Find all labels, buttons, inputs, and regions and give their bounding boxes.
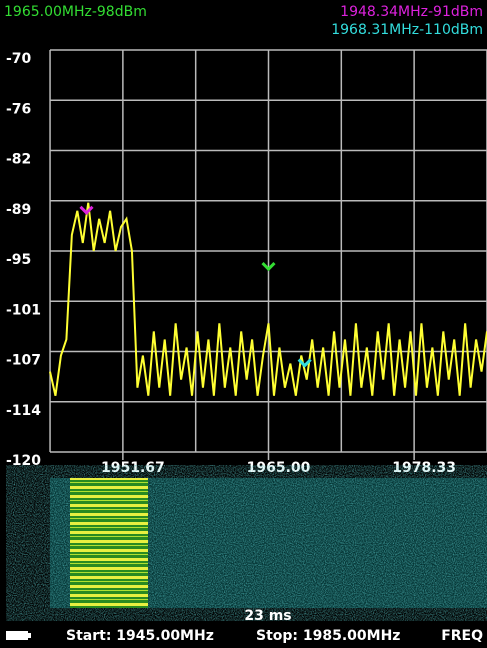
x-tick-label: 1951.67 [101,460,165,476]
stop-freq: Stop: 1985.00MHz [256,628,400,644]
x-tick-label: 1978.33 [392,460,456,476]
trace [49,202,487,396]
y-tick-label: -101 [6,302,41,318]
marker-readout: 1948.34MHz-91dBm [340,4,483,20]
battery-tip [28,633,31,638]
y-tick-label: -107 [6,353,41,369]
marker [297,358,312,368]
y-tick-label: -95 [6,252,31,268]
waterfall-signal [70,478,148,608]
marker [261,262,276,272]
battery-icon [6,631,28,640]
waterfall [50,478,487,608]
mode: FREQ [441,628,483,644]
marker [79,205,94,215]
y-tick-label: -114 [6,403,41,419]
y-tick-label: -76 [6,101,31,117]
y-tick-label: -120 [6,453,41,469]
y-tick-label: -82 [6,152,31,168]
sweep-time: 23 ms [244,608,291,624]
marker-readout: 1968.31MHz-110dBm [331,22,483,38]
start-freq: Start: 1945.00MHz [66,628,214,644]
y-tick-label: -89 [6,202,31,218]
spectrum-plot: -120 -114 -107 -101 -95 -89 -82 -76 -70 1951.67 19… [6,49,487,476]
marker-readout: 1965.00MHz-98dBm [4,4,147,20]
y-tick-label: -70 [6,51,32,67]
x-tick-label: 1965.00 [247,460,311,476]
